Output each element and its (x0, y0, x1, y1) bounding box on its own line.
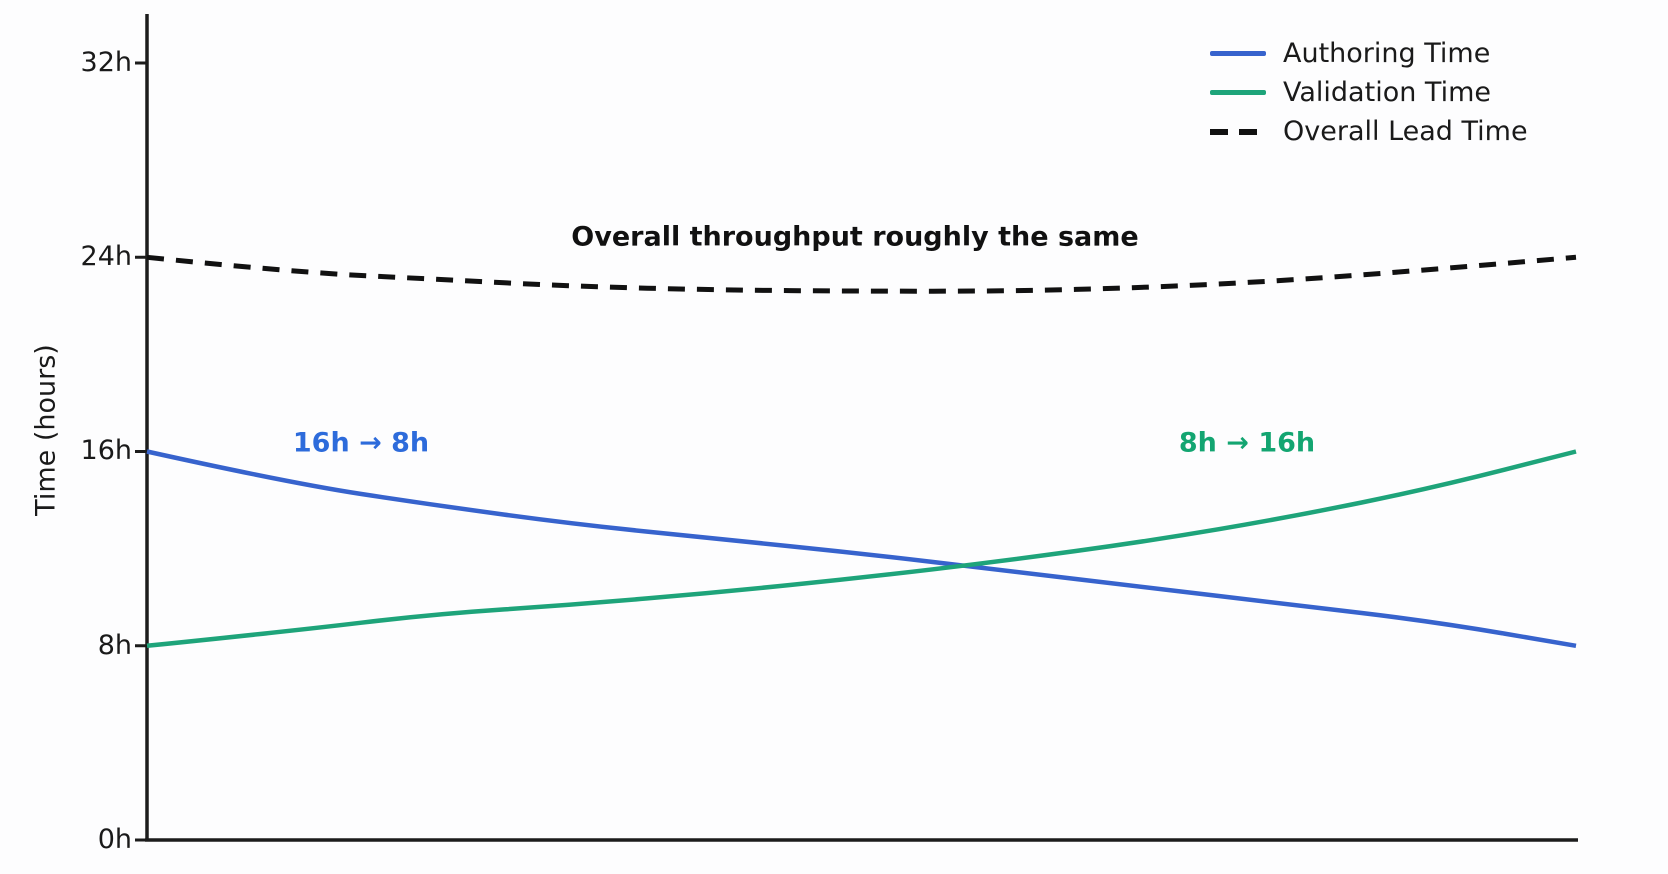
y-tick-label-32h: 32h (80, 47, 132, 78)
legend-line-swatch-validation (1210, 90, 1266, 95)
legend-label: Overall Lead Time (1283, 116, 1528, 147)
series-line-overall-lead-time (146, 254, 1577, 294)
y-axis-title: Time (hours) (30, 344, 62, 516)
legend-label: Authoring Time (1283, 38, 1491, 69)
y-tick-label-8h: 8h (97, 630, 132, 661)
y-tick-label-24h: 24h (80, 241, 132, 272)
y-tick-marks (135, 61, 148, 842)
legend-label: Validation Time (1283, 77, 1491, 108)
legend-line-swatch-overall-dashed (1210, 128, 1266, 135)
series-lines (146, 254, 1577, 649)
legend: Authoring Time Validation Time Overall L… (1210, 37, 1528, 148)
annotation-validation-change: 8h → 16h (1178, 427, 1316, 459)
legend-item-validation: Validation Time (1210, 76, 1528, 109)
annotation-overall-throughput: Overall throughput roughly the same (571, 221, 1139, 253)
legend-line-swatch-authoring (1210, 51, 1266, 56)
y-tick-label-16h: 16h (80, 435, 132, 466)
y-tick-label-0h: 0h (97, 824, 132, 855)
series-line-authoring-time (146, 449, 1577, 649)
series-line-validation-time (146, 449, 1577, 649)
legend-item-overall: Overall Lead Time (1210, 115, 1528, 148)
annotation-authoring-change: 16h → 8h (292, 427, 430, 459)
legend-item-authoring: Authoring Time (1210, 37, 1528, 70)
